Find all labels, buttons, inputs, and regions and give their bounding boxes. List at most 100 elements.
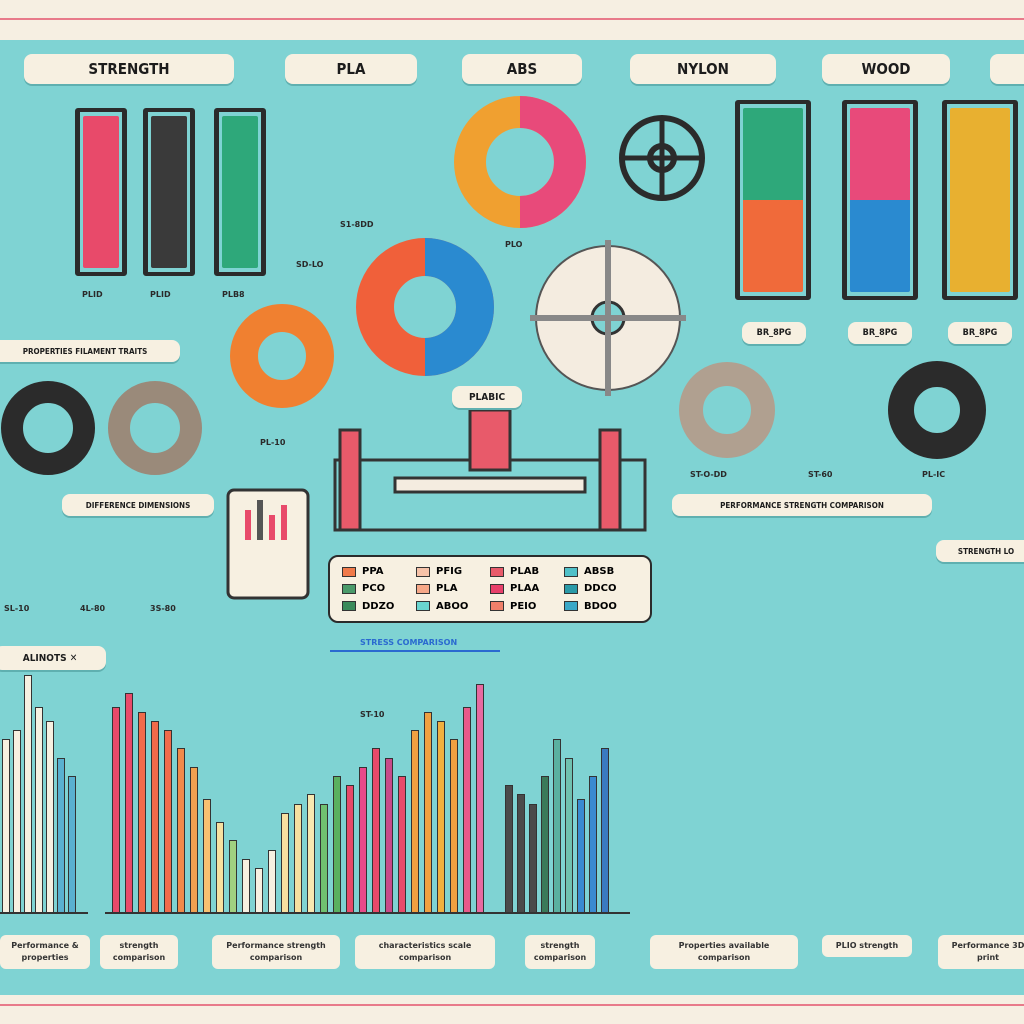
legend-swatch	[564, 601, 578, 612]
legend: PPA PFIG PLAB ABSB PCO PLA PLAA DDCO DDZO ABOO PEI…	[328, 555, 652, 623]
center-label: PLABIC	[452, 386, 522, 408]
section-label: PERFORMANCE STRENGTH COMPARISON	[672, 494, 932, 516]
legend-label: PPA	[362, 566, 384, 578]
bar-middle	[450, 739, 458, 914]
bar-left	[57, 757, 65, 914]
bar-middle	[138, 711, 146, 914]
header-abs: ABS	[462, 54, 582, 84]
legend-label: BDOO	[584, 600, 617, 612]
spool-pink	[75, 108, 127, 276]
bar-middle	[125, 693, 133, 914]
caption: Performance 3D print	[938, 935, 1024, 969]
bar-middle	[177, 748, 185, 914]
legend-label: PLA	[436, 583, 458, 595]
bar-left	[68, 776, 76, 914]
bar-middle	[216, 822, 224, 914]
legend-item: PPA	[342, 563, 416, 580]
bar-middle	[268, 849, 276, 914]
legend-swatch	[490, 601, 504, 612]
header-nylon: NYLON	[630, 54, 776, 84]
material-label: ST-60	[808, 470, 833, 479]
material-label: PLO	[505, 240, 523, 249]
bar-middle	[385, 757, 393, 914]
legend-label: DDCO	[584, 583, 617, 595]
ring-orange	[230, 304, 334, 408]
axis-left	[0, 912, 88, 914]
bar-right	[565, 757, 573, 914]
ring-black	[1, 381, 95, 475]
header-extra	[990, 54, 1024, 84]
legend-swatch	[490, 566, 504, 577]
legend-label: PLAA	[510, 583, 540, 595]
legend-swatch	[416, 566, 430, 577]
legend-item: DDCO	[564, 580, 638, 597]
material-label: ST-O-DD	[690, 470, 727, 479]
header-wood: WOOD	[822, 54, 950, 84]
spool-tag: BR_8PG	[948, 322, 1012, 344]
legend-swatch	[416, 583, 430, 594]
spool-label: PLID	[82, 290, 103, 299]
spool-green-red	[735, 100, 811, 300]
material-label: S1-8DD	[340, 220, 374, 229]
legend-item: PFIG	[416, 563, 490, 580]
bar-middle	[203, 799, 211, 914]
ring-red-blue	[356, 238, 494, 376]
bar-middle	[463, 707, 471, 914]
spool-label: PLID	[150, 290, 171, 299]
bar-middle	[281, 812, 289, 914]
legend-swatch	[564, 583, 578, 594]
legend-label: ABSB	[584, 566, 615, 578]
spool-green	[214, 108, 266, 276]
caption: strength comparison	[525, 935, 595, 969]
bar-right	[553, 739, 561, 914]
legend-label: DDZO	[362, 600, 395, 612]
bar-left	[13, 730, 21, 914]
bar-middle	[294, 803, 302, 914]
bar-middle	[307, 794, 315, 914]
section-label: DIFFERENCE DIMENSIONS	[62, 494, 214, 516]
alinots-tag: ALINOTS ✕	[0, 646, 106, 670]
bar-left	[24, 674, 32, 914]
legend-label: PCO	[362, 583, 386, 595]
ring-beige	[679, 362, 775, 458]
legend-item: ABSB	[564, 563, 638, 580]
printer-frame	[333, 408, 647, 532]
caption: characteristics scale comparison	[355, 935, 495, 969]
bar-middle	[346, 785, 354, 914]
material-label: PL-IC	[922, 470, 946, 479]
ring-cream-wheel	[530, 240, 686, 396]
bar-middle	[229, 840, 237, 914]
bar-right	[541, 776, 549, 914]
legend-label: PFIG	[436, 566, 463, 578]
arrow-label: STRESS COMPARISON	[360, 638, 458, 647]
spool-pink-blue	[842, 100, 918, 300]
section-label: STRENGTH LO	[936, 540, 1024, 562]
bar-right	[601, 748, 609, 914]
section-label: PROPERTIES FILAMENT TRAITS	[0, 340, 180, 362]
bar-left	[35, 707, 43, 914]
legend-label: PLAB	[510, 566, 540, 578]
bar-middle	[333, 776, 341, 914]
legend-item: ABOO	[416, 598, 490, 615]
bottom-rule	[0, 1004, 1024, 1006]
ring-orange-pink	[454, 96, 586, 228]
legend-item: PLAB	[490, 563, 564, 580]
bar-middle	[242, 858, 250, 914]
legend-label: PEIO	[510, 600, 537, 612]
caption: strength comparison	[100, 935, 178, 969]
legend-swatch	[564, 566, 578, 577]
bar-left	[2, 739, 10, 914]
spool-label: PLB8	[222, 290, 245, 299]
legend-swatch	[342, 601, 356, 612]
material-label: ST-10	[360, 710, 385, 719]
legend-item: PLAA	[490, 580, 564, 597]
legend-item: PLA	[416, 580, 490, 597]
bar-middle	[398, 776, 406, 914]
legend-swatch	[342, 583, 356, 594]
spool-black	[143, 108, 195, 276]
ring-dark-wheel	[619, 115, 705, 201]
bar-right	[589, 776, 597, 914]
bar-middle	[424, 711, 432, 914]
clipboard-chart	[226, 488, 310, 600]
header-strength: STRENGTH	[24, 54, 234, 84]
